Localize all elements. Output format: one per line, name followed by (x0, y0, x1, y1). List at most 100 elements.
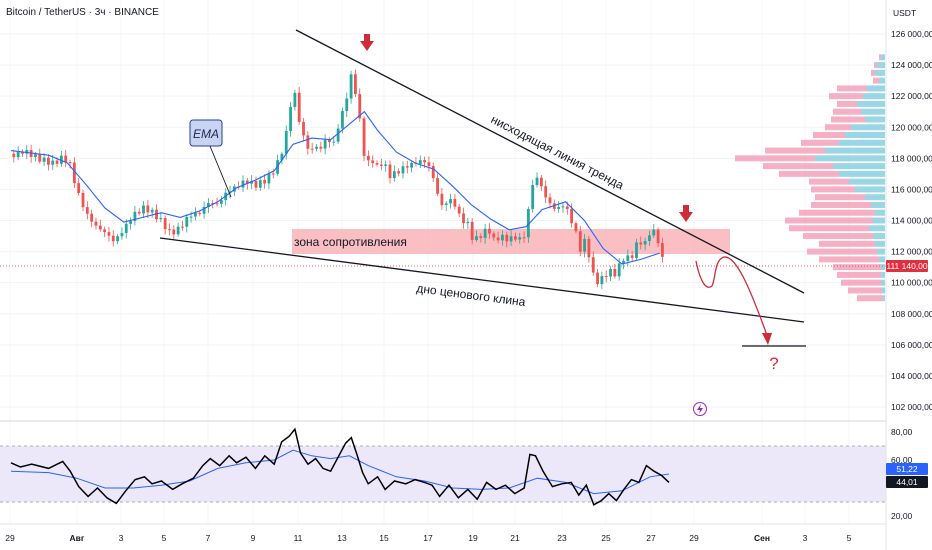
time-tick-label: 19 (468, 533, 478, 543)
rsi-ma-line (10, 449, 670, 495)
volume-profile-bar-down (813, 132, 845, 139)
volume-profile-bar-up (861, 108, 885, 115)
candle-body (133, 211, 137, 222)
volume-profile-bar-down (809, 178, 849, 185)
candle-body (617, 263, 621, 277)
top-arrow-2 (679, 205, 693, 222)
candle-body (570, 208, 574, 224)
volume-profile-bar-down (735, 155, 815, 162)
volume-profile-bar-up (833, 163, 885, 170)
price-tick-label: 122 000,00 (891, 91, 932, 101)
candle-body (345, 98, 349, 112)
downtrend-line (295, 29, 805, 294)
volume-profile-bar-down (763, 163, 833, 170)
candle-body (289, 106, 292, 132)
candle-body (354, 74, 357, 95)
candle-body (215, 203, 219, 205)
candle-body (622, 260, 625, 264)
ema-line (10, 110, 660, 265)
volume-profile-bar-up (869, 225, 885, 232)
volume-profile-bar-up (863, 93, 885, 100)
price-tick-label: 110 000,00 (891, 278, 932, 288)
candle-body (194, 212, 197, 217)
candle-body (583, 238, 586, 252)
candle-body (59, 155, 63, 164)
volume-profile-bar-up (873, 233, 885, 240)
candle-body (475, 236, 478, 241)
candle-body (185, 216, 189, 227)
volume-profile-bar-up (881, 264, 885, 271)
currency-label[interactable]: USDT (893, 8, 917, 18)
candle-body (72, 162, 76, 184)
candle-body (198, 212, 202, 214)
candle-body (596, 272, 599, 285)
candle-body (202, 206, 206, 214)
candle-body (661, 243, 664, 257)
candle-body (172, 229, 176, 235)
candle-body (12, 153, 16, 158)
candle-body (77, 183, 81, 193)
candle-body (462, 213, 465, 224)
volume-profile-bar-down (819, 256, 879, 263)
candle-body (375, 163, 379, 165)
time-tick-label: 9 (251, 533, 256, 543)
volume-profile-bar-down (837, 100, 857, 107)
candle-body (168, 229, 171, 231)
candle-body (42, 157, 46, 162)
candle-body (501, 234, 504, 241)
price-tick-label: 124 000,00 (891, 60, 932, 70)
volume-profile-bar-up (825, 147, 885, 154)
chart-title: Bitcoin / TetherUS · 3ч · BINANCE (6, 7, 159, 18)
rsi-axis[interactable]: 80,00 60,00 20,00 (891, 427, 913, 521)
candle-body (496, 237, 500, 241)
time-tick-label: 7 (206, 533, 211, 543)
volume-profile-bar-up (851, 124, 885, 131)
ema-callout-pointer (209, 145, 232, 198)
candle-body (336, 128, 340, 142)
price-axis[interactable]: 126 000,00 124 000,00 122 000,00 120 000,00… (891, 29, 932, 412)
price-tick-label: 112 000,00 (891, 247, 932, 257)
candle-body (522, 237, 526, 239)
lightning-icon[interactable] (693, 402, 707, 416)
candle-body (211, 203, 215, 205)
price-tick-label: 120 000,00 (891, 122, 932, 132)
candle-body (388, 164, 392, 179)
candle-body (146, 205, 150, 213)
rsi-value-tag: 44,01 (886, 476, 928, 488)
candle-body (51, 160, 55, 165)
candle-body (85, 207, 89, 214)
grid (0, 0, 886, 524)
candle-body (526, 209, 530, 238)
volume-profile-bar-down (879, 54, 881, 61)
candle-body (163, 218, 167, 230)
time-tick-label: 13 (337, 533, 347, 543)
candle-body (444, 203, 448, 206)
time-tick-label: Авг (70, 533, 85, 543)
volume-profile-bar-up (883, 295, 885, 302)
candle-body (418, 160, 422, 164)
candle-body (306, 135, 310, 149)
time-tick-label: 21 (510, 533, 520, 543)
candle-body (349, 74, 353, 99)
candle-body (297, 92, 301, 122)
candle-body (341, 111, 344, 129)
volume-profile-bar-up (875, 69, 885, 76)
volume-profile-bar-down (874, 62, 877, 69)
candle-body (535, 177, 539, 186)
volume-profile-bar-up (875, 209, 885, 216)
candle-body (453, 198, 457, 207)
volume-profile-bar-up (882, 287, 885, 294)
time-axis[interactable]: 29 Авг 3 5 7 9 11 13 15 17 19 21 23 25 27 29 Сен 3 5 (5, 533, 851, 543)
candle-body (16, 151, 20, 158)
candle-body (90, 213, 94, 222)
candle-body (470, 221, 474, 241)
time-tick-label: 15 (379, 533, 389, 543)
candle-body (635, 242, 638, 258)
candle-body (271, 173, 275, 175)
volume-profile-bar-up (871, 201, 885, 208)
price-tick-label: 108 000,00 (891, 309, 932, 319)
volume-profile-bar-down (765, 147, 825, 154)
volume-profile-bar-down (873, 77, 879, 84)
time-tick-label: 29 (5, 533, 15, 543)
